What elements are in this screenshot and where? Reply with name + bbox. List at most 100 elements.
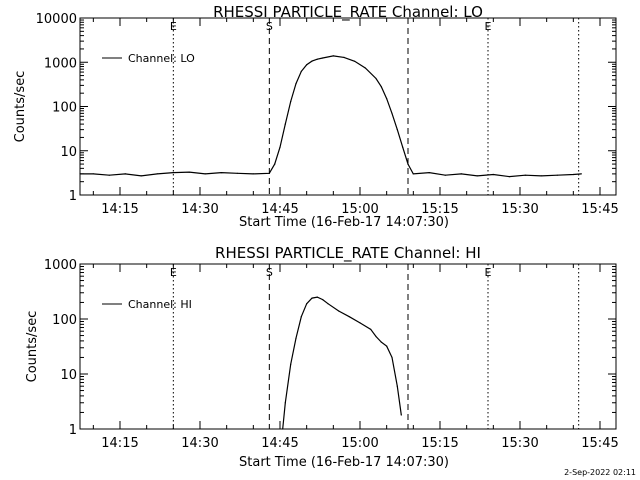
data-point [290,363,292,365]
data-point [391,356,393,358]
x-axis-label: Start Time (16-Feb-17 14:07:30) [239,215,449,230]
chart-title: RHESSI PARTICLE_RATE Channel: HI [215,244,481,263]
y-axis-label: Counts/sec [25,311,40,383]
data-point [322,57,324,59]
chart-title: RHESSI PARTICLE_RATE Channel: LO [213,3,483,22]
x-tick-label: 14:45 [261,436,298,451]
x-tick-label: 15:15 [421,436,458,451]
data-point [343,56,345,59]
data-point [295,83,297,85]
y-tick-label: 100 [52,101,77,116]
time-marker-label: S [266,266,273,279]
x-tick-label: 15:30 [501,202,538,217]
y-tick-label: 1 [69,423,77,438]
data-point [204,173,206,175]
data-point [375,335,377,338]
x-tick-label: 15:15 [421,202,458,217]
data-point [220,172,222,174]
data-point [370,328,372,330]
time-marker-label: E [170,20,177,33]
data-point [124,173,126,175]
chart-panel-hi: RHESSI PARTICLE_RATE Channel: HI 1 10 100 10… [25,244,619,470]
data-point [407,163,409,165]
legend-label: Channel: HI [128,298,192,311]
y-tick-label: 1000 [44,258,77,273]
data-point [359,322,361,324]
data-point [327,303,329,305]
time-marker-label: E [485,20,492,33]
data-point [364,67,366,69]
data-point [338,310,340,312]
data-point [316,58,318,60]
y-tick-label: 10000 [36,12,77,27]
data-point [476,175,478,177]
data-point [306,303,308,305]
data-point [460,173,462,175]
data-point [354,60,356,62]
data-point [279,146,281,148]
data-point [391,112,393,114]
x-tick-label: 14:30 [181,202,218,217]
data-point [396,385,398,387]
y-axis-label: Counts/sec [13,71,28,143]
footer-timestamp: 2-Sep-2022 02:11 [564,468,636,477]
data-point [172,172,174,174]
x-tick-label: 14:45 [261,202,298,217]
data-point [322,299,324,301]
data-point [540,175,542,177]
x-tick-label: 14:15 [101,202,138,217]
data-point [268,172,270,174]
time-marker-label: E [485,266,492,279]
data-point [412,173,414,175]
data-point [236,172,238,174]
data-point [188,171,190,173]
y-tick-label: 1 [69,189,77,204]
data-point [300,316,302,318]
y-tick-label: 10 [60,368,77,383]
data-point [444,174,446,176]
plot-frame [79,263,617,430]
data-point [396,129,398,131]
series-line-lo [80,55,582,178]
x-tick-label: 15:00 [341,436,378,451]
data-point [386,98,388,100]
data-point [306,64,308,66]
data-point [380,86,382,88]
data-point [402,146,404,148]
x-tick-label: 15:45 [581,202,618,217]
data-point [284,402,286,404]
plot-frame [79,17,617,196]
x-tick-label: 14:15 [101,436,138,451]
data-point [311,297,313,299]
data-point [556,174,558,176]
chart-panel-lo: RHESSI PARTICLE_RATE Channel: LO 1 10 100 10… [13,3,619,230]
data-point [386,345,388,347]
data-point [508,176,510,178]
y-tick-label: 100 [52,313,77,328]
y-tick-label: 1000 [44,56,77,71]
data-point [92,173,94,175]
data-point [156,173,158,175]
x-tick-label: 14:30 [181,436,218,451]
data-point [290,100,292,103]
data-point [332,55,334,57]
data-point [274,163,276,165]
x-tick-label: 15:00 [341,202,378,217]
time-marker-label: E [170,266,177,279]
data-point [108,174,110,176]
data-point [380,341,382,343]
x-axis-label: Start Time (16-Feb-17 14:07:30) [239,455,449,470]
data-point [492,173,494,176]
data-point [316,296,318,298]
data-point [282,428,284,430]
data-point [400,414,402,416]
data-point [79,173,81,175]
data-point [295,337,297,339]
data-point [284,123,286,125]
data-point [375,77,377,80]
data-point [311,60,313,62]
data-point [252,173,254,175]
time-marker-label: S [266,20,273,33]
legend-label: Channel: LO [128,52,195,65]
